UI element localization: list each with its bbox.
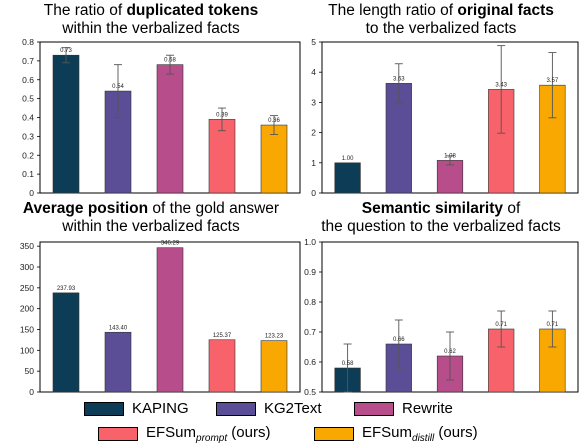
chart-3-ytick-label: 350 [20, 241, 34, 251]
chart-4-ytick-label: 0.7 [304, 327, 316, 337]
chart-3-ytick-label: 200 [20, 304, 34, 314]
chart-3-bar [260, 340, 288, 393]
chart-4-data-label: 0.71 [495, 322, 507, 328]
chart-1-data-label: 0.73 [60, 48, 72, 54]
legend-label-efsum-prompt-suffix: (ours) [227, 424, 271, 441]
chart-1-title-line-2: within the verbalized facts [62, 20, 240, 37]
chart-4-data-label: 0.58 [342, 361, 354, 367]
chart-1-title: The ratio of duplicated tokens within th… [0, 2, 302, 38]
chart-2-data-label: 1.08 [444, 153, 456, 159]
chart-2-title: The length ratio of original facts to th… [296, 2, 582, 38]
chart-1-ytick-label: 0.2 [22, 150, 34, 160]
chart-1-bar [52, 54, 80, 194]
chart-2-ytick-label: 3 [311, 97, 316, 107]
chart-1-ytick-label: 0.5 [22, 94, 34, 104]
chart-3-ytick-label: 0 [29, 387, 34, 396]
chart-4-title-line-2: the question to the verbalized facts [321, 218, 561, 235]
legend-label-efsum-prompt: EFSumprompt (ours) [146, 424, 270, 444]
chart-2-title-line-2: to the verbalized facts [365, 20, 517, 37]
chart-3-ytick-label: 250 [20, 283, 34, 293]
chart-4-title: Semantic similarity of the question to t… [296, 200, 582, 236]
chart-3-data-label: 125.37 [213, 333, 232, 339]
chart-1-ytick-label: 0.4 [22, 113, 34, 123]
legend-swatch-efsum-prompt [98, 427, 138, 441]
legend-item-efsum-distill: EFSumdistill (ours) [314, 424, 478, 444]
chart-2-ytick-label: 1 [311, 158, 316, 168]
chart-1-ytick-label: 0.3 [22, 131, 34, 141]
legend-label-kaping: KAPING [132, 400, 189, 417]
chart-1-bar [156, 64, 184, 194]
chart-3-data-label: 237.93 [57, 286, 76, 292]
chart-2-ytick-label: 2 [311, 128, 316, 138]
chart-1-data-label: 0.39 [216, 112, 228, 118]
chart-3-ytick-label: 300 [20, 262, 34, 272]
legend-label-efsum-prompt-sub: prompt [196, 433, 228, 444]
chart-4-data-label: 0.62 [444, 349, 456, 355]
legend-label-efsum-distill-main: EFSum [362, 424, 413, 441]
chart-2-ytick-label: 5 [311, 37, 316, 47]
legend-item-kaping: KAPING [84, 400, 189, 417]
chart-1-ytick-label: 0.8 [22, 37, 34, 47]
legend-swatch-kg2text [216, 401, 256, 416]
chart-2-data-label: 1.00 [342, 156, 354, 162]
chart-4-ytick-label: 1.0 [304, 237, 316, 247]
chart-1-bar [260, 124, 288, 194]
chart-3-title-part-2: of the gold answer [148, 200, 280, 217]
chart-1-ytick-label: 0 [29, 188, 34, 198]
chart-4-ytick-label: 0.8 [304, 297, 316, 307]
chart-1-title-part-2: duplicated tokens [126, 2, 259, 19]
legend-label-efsum-distill-sub: distill [412, 433, 435, 444]
chart-1-data-label: 0.36 [268, 118, 280, 124]
charts-canvas: 00.10.20.30.40.50.60.70.80.730.540.680.3… [20, 37, 579, 396]
chart-2-title-part-1: The length ratio of [328, 2, 458, 19]
chart-4-title-part-1: Semantic similarity [361, 200, 504, 217]
legend-swatch-rewrite [354, 401, 394, 416]
chart-2-bar [334, 162, 361, 194]
chart-1-ytick-label: 0.7 [22, 56, 34, 66]
chart-3-data-label: 123.23 [265, 334, 284, 340]
chart-1-data-label: 0.54 [112, 84, 124, 90]
legend-swatch-kaping [84, 401, 124, 416]
chart-4-data-label: 0.66 [393, 337, 405, 343]
chart-4-ytick-label: 0.6 [304, 357, 316, 367]
chart-1-title-part-1: The ratio of [43, 2, 127, 19]
chart-1-bar [208, 119, 236, 194]
chart-2-data-label: 3.63 [393, 76, 405, 82]
legend-item-efsum-prompt: EFSumprompt (ours) [98, 424, 270, 444]
chart-3-ytick-label: 50 [25, 366, 35, 376]
chart-1-ytick-label: 0.1 [22, 169, 34, 179]
chart-2-ytick-label: 4 [311, 67, 316, 77]
chart-3-bar [156, 247, 184, 393]
legend-label-efsum-distill-suffix: (ours) [434, 424, 478, 441]
chart-3-bar [208, 339, 236, 393]
chart-3-data-label: 143.40 [109, 325, 128, 331]
chart-3-ytick-label: 150 [20, 325, 34, 335]
chart-3-ytick-label: 100 [20, 345, 34, 355]
legend-label-efsum-prompt-main: EFSum [146, 424, 197, 441]
chart-4-ytick-label: 0.5 [304, 387, 316, 396]
legend-swatch-efsum-distill [314, 427, 354, 441]
legend-label-efsum-distill: EFSumdistill (ours) [362, 424, 478, 444]
chart-3-data-label: 346.29 [161, 241, 180, 247]
chart-3-title-line-2: within the verbalized facts [62, 218, 240, 235]
chart-3-title: Average position of the gold answer with… [0, 200, 302, 236]
chart-4-title-part-2: of [503, 200, 521, 217]
chart-3-title-part-1: Average position [22, 200, 149, 217]
chart-2-data-label: 3.57 [547, 78, 559, 84]
chart-4-ytick-label: 0.9 [304, 267, 316, 277]
chart-1-data-label: 0.68 [164, 58, 176, 64]
legend-label-rewrite: Rewrite [402, 400, 453, 417]
legend-item-rewrite: Rewrite [354, 400, 453, 417]
legend-item-kg2text: KG2Text [216, 400, 322, 417]
chart-2-title-part-2: original facts [457, 2, 554, 19]
chart-2-data-label: 3.43 [495, 82, 507, 88]
chart-4-data-label: 0.71 [547, 322, 559, 328]
legend-label-kg2text: KG2Text [264, 400, 322, 417]
chart-3-bar [52, 292, 80, 393]
chart-3-bar [104, 331, 132, 393]
chart-2-ytick-label: 0 [311, 188, 316, 198]
chart-1-ytick-label: 0.6 [22, 75, 34, 85]
